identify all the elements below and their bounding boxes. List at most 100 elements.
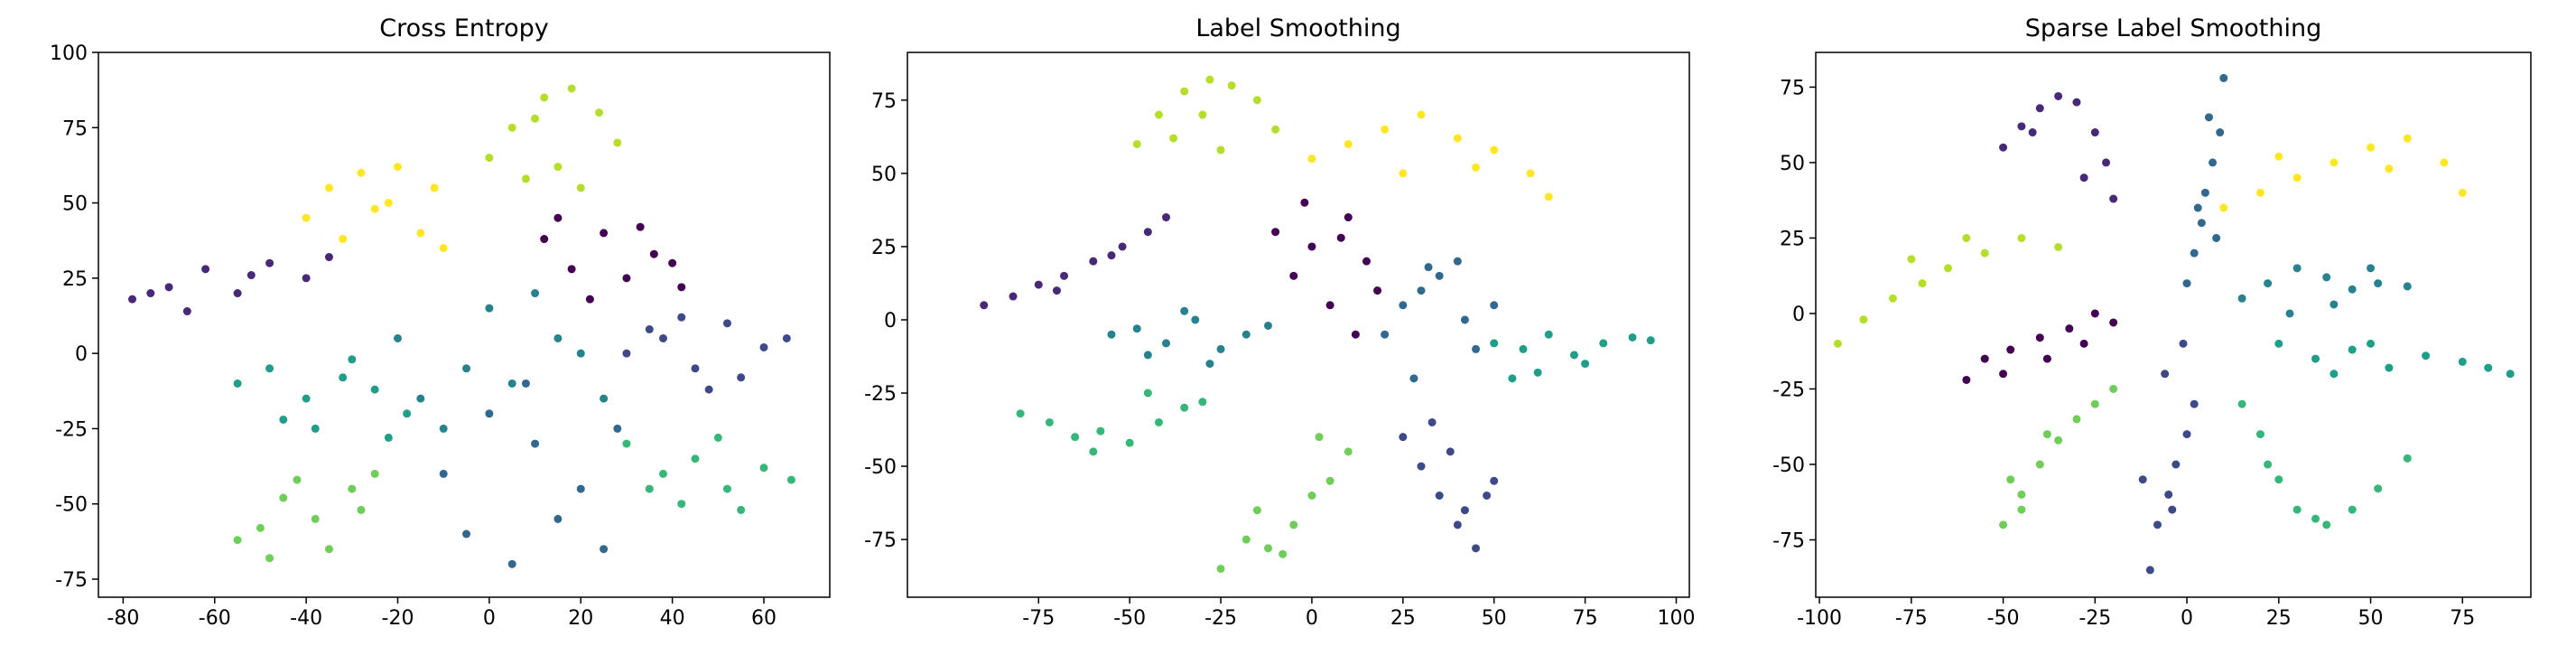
point	[1180, 403, 1189, 412]
point	[1569, 351, 1578, 360]
point	[2017, 505, 2026, 514]
point	[1399, 169, 1408, 178]
point	[980, 301, 989, 310]
point	[2367, 264, 2376, 273]
chart-title: Sparse Label Smoothing	[2025, 14, 2322, 42]
point	[233, 289, 242, 298]
point	[1162, 339, 1171, 348]
point	[2035, 333, 2044, 342]
x-tick-label: 75	[1573, 607, 1598, 630]
point	[265, 364, 274, 373]
point	[2182, 279, 2191, 288]
point	[622, 274, 631, 283]
point	[370, 204, 379, 213]
point	[2212, 233, 2221, 242]
point	[357, 168, 366, 177]
point	[1483, 492, 1492, 501]
x-tick-label: 75	[2450, 607, 2475, 630]
point	[2065, 324, 2074, 333]
point	[658, 333, 667, 342]
y-tick-label: -25	[1772, 379, 1805, 401]
point	[1118, 242, 1127, 251]
point	[2322, 273, 2331, 282]
y-tick-label: 50	[62, 193, 88, 216]
point	[2458, 357, 2467, 366]
point	[1460, 506, 1469, 515]
point	[1519, 344, 1528, 353]
point	[1435, 492, 1444, 501]
y-tick-label: -50	[55, 494, 88, 517]
point	[1907, 255, 1916, 264]
point	[1435, 271, 1444, 280]
point	[370, 469, 379, 478]
point	[2028, 128, 2037, 137]
point	[302, 394, 311, 403]
point	[2219, 73, 2228, 82]
point	[384, 199, 393, 208]
point	[384, 433, 393, 442]
point	[2017, 233, 2026, 242]
point	[576, 484, 585, 493]
point	[2403, 134, 2412, 143]
point	[2255, 430, 2264, 439]
x-tick-label: -50	[1987, 607, 2020, 630]
point	[553, 213, 563, 222]
point	[2138, 475, 2147, 484]
point	[2168, 505, 2177, 514]
point	[2322, 520, 2331, 529]
point	[2385, 363, 2394, 372]
point	[668, 258, 677, 267]
point	[1399, 433, 1408, 442]
point	[1060, 271, 1069, 280]
point	[1169, 134, 1178, 143]
y-tick-label: 75	[62, 117, 88, 140]
point	[613, 424, 622, 433]
y-tick-label: 100	[50, 42, 88, 65]
point	[622, 439, 631, 448]
y-tick-label: -25	[55, 418, 88, 441]
point	[1315, 433, 1324, 442]
point	[2164, 490, 2173, 499]
point	[2171, 460, 2181, 469]
x-tick-label: 0	[2181, 607, 2193, 630]
point	[2079, 173, 2088, 183]
point	[540, 93, 549, 102]
point	[2330, 370, 2339, 379]
point	[302, 213, 311, 222]
point	[1508, 374, 1517, 383]
point	[507, 379, 516, 388]
point	[1143, 389, 1152, 398]
point	[2145, 566, 2154, 575]
point	[576, 183, 585, 192]
point	[2197, 219, 2206, 228]
point	[1191, 315, 1200, 324]
point	[1143, 228, 1152, 237]
x-tick-label: 20	[568, 607, 593, 630]
x-tick-label: -40	[290, 607, 322, 630]
point	[2035, 460, 2044, 469]
point	[2403, 454, 2412, 463]
plot-frame	[907, 51, 1690, 598]
point	[2017, 490, 2026, 499]
point	[1132, 324, 1141, 333]
x-tick-label: 50	[2358, 607, 2384, 630]
point	[1052, 286, 1061, 295]
point	[2219, 203, 2228, 212]
point	[2330, 300, 2339, 309]
point	[1307, 492, 1316, 501]
point	[1381, 330, 1390, 339]
point	[2237, 294, 2246, 303]
point	[1362, 257, 1371, 266]
point	[2367, 339, 2376, 348]
point	[1427, 417, 1437, 426]
point	[430, 183, 439, 192]
point	[2274, 339, 2283, 348]
point	[1132, 139, 1141, 148]
point	[2264, 460, 2273, 469]
point	[1490, 301, 1499, 310]
point	[1962, 375, 1971, 384]
point	[1271, 125, 1280, 134]
point	[507, 123, 516, 132]
point	[1533, 368, 1542, 377]
point	[394, 333, 403, 342]
